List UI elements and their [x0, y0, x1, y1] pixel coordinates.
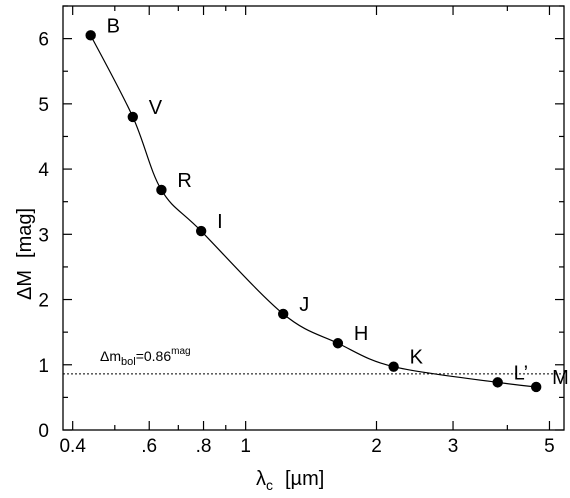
- point-label-3: I: [217, 211, 223, 233]
- y-tick-label: 4: [38, 160, 49, 181]
- data-points: [85, 30, 542, 393]
- ticks: [63, 5, 564, 431]
- point-label-0: B: [107, 15, 120, 37]
- data-point-4: [277, 308, 289, 320]
- plot-frame: [62, 5, 565, 431]
- data-point-7: [492, 377, 503, 388]
- tick-labels: 0.4 .6 .8 1 2 3 5 0 1 2 3 4 5 6: [38, 30, 554, 457]
- y-tick-label: 6: [38, 30, 49, 51]
- y-tick-label: 5: [38, 95, 49, 116]
- x-tick-label: 3: [448, 436, 459, 457]
- point-label-4: J: [299, 294, 309, 316]
- point-label-1: V: [149, 97, 163, 119]
- reference-line-label: Δmbol=0.86mag: [100, 346, 191, 368]
- x-axis-label: λc [µm]: [256, 468, 324, 493]
- data-point-3: [195, 225, 207, 237]
- point-label-7: L’: [514, 362, 528, 384]
- y-tick-label: 1: [38, 356, 49, 377]
- data-point-6: [388, 361, 399, 372]
- y-tick-label: 0: [38, 421, 49, 442]
- y-axis-label: ΔM[mag]: [14, 208, 36, 300]
- point-labels: B V R I J H K L’ M: [107, 15, 569, 389]
- x-tick-label: 2: [371, 436, 382, 457]
- series-line: [90, 35, 537, 388]
- point-label-2: R: [177, 170, 191, 192]
- data-point-8: [530, 381, 542, 393]
- point-label-6: K: [410, 347, 424, 369]
- data-point-2: [156, 184, 167, 196]
- x-tick-label: .6: [141, 436, 157, 457]
- x-tick-label: 0.4: [59, 436, 86, 457]
- data-point-0: [85, 30, 96, 41]
- x-tick-label: .8: [196, 436, 212, 457]
- data-point-5: [332, 338, 344, 349]
- y-tick-label: 3: [38, 225, 49, 246]
- point-label-8: M: [552, 367, 569, 389]
- x-tick-label: 1: [240, 436, 251, 457]
- point-label-5: H: [354, 323, 368, 345]
- data-point-1: [127, 111, 138, 123]
- y-tick-label: 2: [38, 291, 49, 312]
- x-tick-label: 5: [544, 436, 555, 457]
